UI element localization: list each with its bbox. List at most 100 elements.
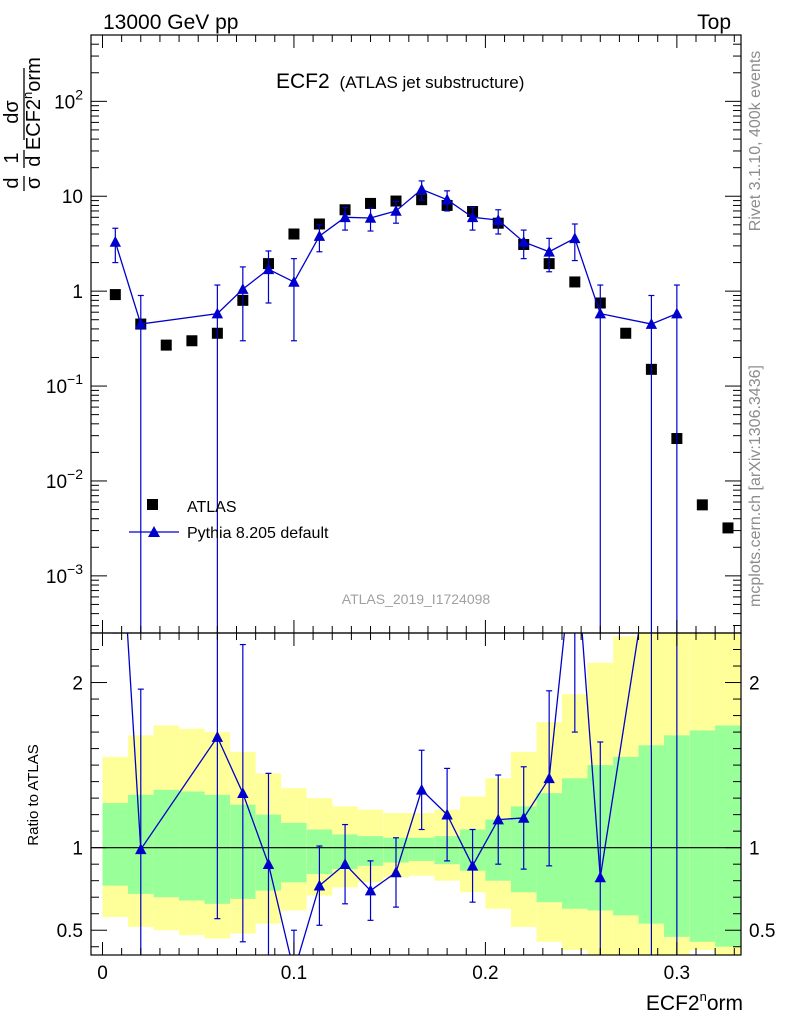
svg-text:1: 1 <box>1 152 23 163</box>
x-tick-label: 0.2 <box>472 963 498 984</box>
ratio-data-point <box>339 858 351 869</box>
pythia-data-point <box>671 307 683 319</box>
legend-pythia-label: Pythia 8.205 default <box>187 525 329 542</box>
ratio-band-inner <box>153 789 180 898</box>
ratio-series <box>110 429 678 955</box>
legend: ATLAS Pythia 8.205 default <box>129 499 329 542</box>
header-energy-label: 13000 GeV pp <box>103 11 238 34</box>
pythia-data-point <box>415 183 428 195</box>
ratio-y-tick-label-left: 1 <box>72 839 83 860</box>
pythia-data-point <box>441 193 453 205</box>
ratio-band-inner <box>689 730 716 942</box>
ratio-data-point <box>543 772 555 784</box>
pythia-data-point <box>313 230 326 241</box>
ratio-data-point <box>237 787 249 798</box>
main-y-tick-label: 102 <box>54 86 83 113</box>
mcplots-source-label: mcplots.cern.ch [arXiv:1306.3436] <box>747 365 764 607</box>
ratio-band-inner <box>613 756 639 916</box>
legend-pythia-marker <box>148 526 160 537</box>
pythia-data-point <box>339 211 351 223</box>
ratio-y-tick-label-left: 0.5 <box>57 921 83 942</box>
ratio-data-point <box>441 808 453 820</box>
ratio-data-point <box>262 858 275 869</box>
svg-text:σ: σ <box>23 176 45 189</box>
chart-title: ECF2 (ATLAS jet substructure) <box>276 70 524 93</box>
pythia-data-point <box>364 211 377 223</box>
ratio-data-point <box>211 731 224 742</box>
pythia-data-point <box>237 283 249 294</box>
pythia-data-point <box>135 318 147 329</box>
main-y-axis-label: d σ 1 d ECF2norm dσ <box>1 57 45 191</box>
atlas-data-point <box>109 289 121 301</box>
rivet-version-label: Rivet 3.1.10, 400k events <box>747 51 764 232</box>
pythia-data-point <box>211 307 224 319</box>
atlas-data-point <box>160 339 172 351</box>
axis-ticks: 0 0.1 0.2 0.3 10−3 10−2 10−1 1 10 102 0.5 0.5 1 1 2 2 <box>46 34 775 984</box>
legend-atlas-marker <box>147 499 158 510</box>
main-series <box>109 180 734 633</box>
main-plot-frame <box>90 34 742 634</box>
ratio-uncertainty-bands <box>91 633 741 955</box>
analysis-tag: ATLAS_2019_I1724098 <box>342 591 491 607</box>
atlas-data-point <box>722 522 734 534</box>
ratio-y-axis-label: Ratio to ATLAS <box>25 744 42 845</box>
pythia-data-point <box>109 235 122 247</box>
ratio-y-tick-label-left: 2 <box>72 674 83 695</box>
chart-title-sub: (ATLAS jet substructure) <box>340 73 525 92</box>
ratio-band-inner <box>561 778 588 909</box>
ratio-band-inner <box>281 822 307 883</box>
pythia-data-point <box>645 318 658 329</box>
atlas-data-point <box>569 276 581 288</box>
atlas-data-point <box>288 228 300 240</box>
pythia-data-point <box>543 245 555 257</box>
atlas-data-point <box>313 218 325 230</box>
pythia-data-point <box>262 263 275 275</box>
chart-title-main: ECF2 <box>276 70 330 93</box>
atlas-data-point <box>365 197 377 209</box>
ratio-data-point <box>313 879 326 891</box>
atlas-data-point <box>186 335 198 347</box>
ratio-data-point <box>110 429 121 440</box>
ratio-data-point <box>594 871 606 883</box>
pythia-data-point <box>288 275 300 287</box>
pythia-data-point <box>517 235 530 247</box>
ratio-data-point <box>135 843 147 855</box>
ratio-y-tick-label-right: 0.5 <box>749 921 775 942</box>
main-y-tick-label: 10−2 <box>46 466 83 493</box>
main-y-tick-label: 10 <box>62 187 83 208</box>
pythia-data-point <box>466 211 479 223</box>
ratio-band-inner <box>408 837 435 861</box>
main-y-tick-label: 1 <box>72 282 83 303</box>
ratio-band-inner <box>102 803 129 886</box>
x-tick-label: 0.3 <box>664 963 690 984</box>
svg-text:dσ: dσ <box>1 100 23 124</box>
ratio-series-clipped <box>110 429 678 955</box>
ratio-data-point <box>364 884 377 896</box>
ratio-data-point <box>390 866 402 878</box>
ratio-data-point <box>517 811 530 823</box>
ratio-band-inner <box>179 791 205 901</box>
x-tick-label: 0 <box>97 963 108 984</box>
ratio-band-inner <box>715 725 741 947</box>
main-y-tick-label: 10−1 <box>46 371 83 398</box>
atlas-data-point <box>696 499 708 511</box>
pythia-data-point <box>569 232 581 244</box>
ratio-pythia-line <box>126 633 640 955</box>
ratio-data-point <box>492 813 504 825</box>
ratio-y-tick-label-right: 1 <box>749 839 760 860</box>
header-process-label: Top <box>697 11 731 34</box>
svg-text:d: d <box>1 177 23 188</box>
pythia-data-point <box>390 204 402 216</box>
main-y-tick-label: 10−3 <box>46 561 83 588</box>
pythia-data-point <box>492 214 504 225</box>
atlas-data-point <box>620 327 632 339</box>
ratio-data-point <box>569 528 580 539</box>
ratio-data-point <box>466 859 479 871</box>
x-tick-label: 0.1 <box>281 963 307 984</box>
ratio-y-tick-label-right: 2 <box>749 674 760 695</box>
legend-atlas-label: ATLAS <box>187 499 237 516</box>
ratio-plot-frame <box>90 632 742 956</box>
pythia-data-point <box>594 307 606 319</box>
ratio-data-point <box>415 783 428 795</box>
